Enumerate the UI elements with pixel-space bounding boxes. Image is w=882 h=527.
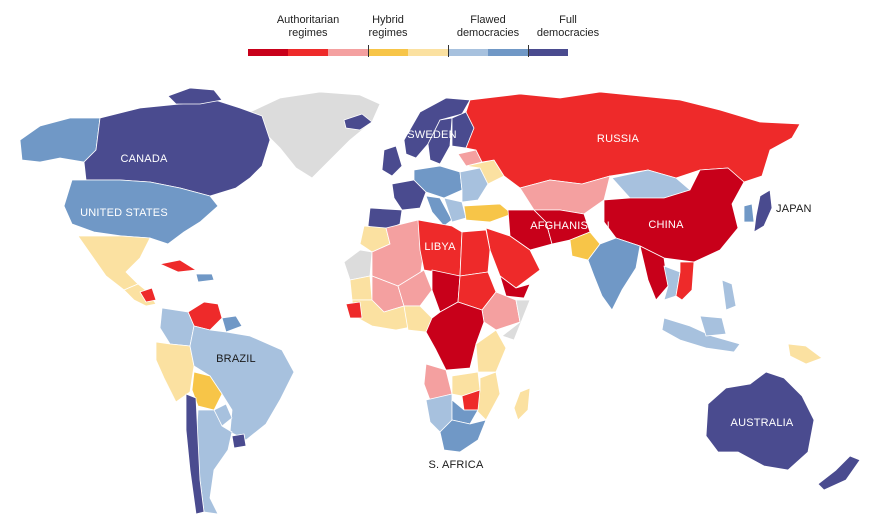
country-alaska — [19, 117, 101, 163]
legend-label-hybrid: Hybrid regimes — [368, 14, 408, 39]
legend-tick — [528, 45, 529, 57]
map-label-south-africa: S. AFRICA — [429, 459, 484, 471]
country-caribbean — [195, 273, 215, 283]
country-yemen — [499, 275, 531, 299]
country-south-korea — [743, 203, 755, 223]
map-label-brazil: BRAZIL — [216, 353, 256, 365]
country-myanmar — [639, 245, 669, 301]
country-indonesia — [661, 317, 741, 353]
country-mauritania — [349, 275, 373, 301]
country-peru — [155, 341, 195, 403]
legend-swatch — [288, 49, 328, 56]
country-sweden — [427, 117, 453, 165]
country-western-sahara — [343, 249, 373, 281]
map-label-sweden: SWEDEN — [407, 129, 456, 141]
map-label-canada: CANADA — [120, 153, 168, 165]
country-guinea — [345, 301, 363, 319]
country-east-africa — [475, 329, 507, 373]
country-egypt — [459, 229, 491, 277]
legend-swatch — [328, 49, 368, 56]
legend-swatch — [368, 49, 408, 56]
country-thailand — [663, 265, 681, 301]
country-somalia — [501, 299, 531, 341]
country-central-europe — [413, 165, 463, 199]
country-vietnam — [675, 261, 695, 301]
country-mexico — [77, 235, 151, 291]
country-niger — [397, 269, 433, 307]
legend-swatch — [488, 49, 528, 56]
country-botswana — [451, 399, 479, 425]
map-label-japan: JAPAN — [776, 203, 812, 215]
country-nicaragua — [139, 287, 157, 303]
legend-swatch — [248, 49, 288, 56]
country-south-africa — [439, 419, 487, 453]
map-label-australia: AUSTRALIA — [731, 417, 794, 429]
country-greenland — [249, 91, 381, 179]
country-guianas — [221, 315, 243, 333]
country-central-africa — [425, 301, 485, 371]
map-label-russia: RUSSIA — [597, 133, 640, 145]
country-italy — [425, 195, 453, 227]
country-japan — [753, 189, 773, 233]
country-united-states — [63, 179, 219, 245]
country-chile — [185, 393, 205, 515]
legend-swatch — [408, 49, 448, 56]
country-philippines — [721, 279, 737, 311]
legend-tick — [448, 45, 449, 57]
country-iceland — [343, 113, 373, 131]
country-cuba — [159, 259, 197, 273]
legend-tick — [368, 45, 369, 57]
country-uk — [381, 145, 403, 177]
map-label-united-states: UNITED STATES — [80, 207, 168, 219]
legend-swatch — [448, 49, 488, 56]
country-norway — [403, 97, 471, 159]
country-arabia — [485, 227, 541, 289]
country-turkey — [463, 203, 513, 223]
country-india — [587, 237, 641, 311]
map-label-libya: LIBYA — [424, 241, 456, 253]
country-canada-islands — [167, 87, 223, 105]
country-new-zealand — [817, 455, 861, 491]
country-colombia — [159, 307, 195, 347]
map-label-afghanistan: AFGHANISTAN — [530, 220, 610, 232]
map-label-china: CHINA — [648, 219, 684, 231]
country-papua-new-guinea — [787, 343, 823, 365]
legend-color-bar — [248, 49, 568, 56]
country-uruguay — [231, 433, 247, 449]
legend-label-full: Full democracies — [536, 14, 600, 39]
legend: Authoritarian regimes Hybrid regimes Fla… — [248, 14, 610, 58]
country-australia — [705, 371, 815, 471]
country-borneo — [699, 315, 727, 337]
country-madagascar — [513, 387, 531, 421]
legend-label-flawed: Flawed democracies — [456, 14, 520, 39]
legend-label-authoritarian: Authoritarian regimes — [276, 14, 340, 39]
legend-swatch — [528, 49, 568, 56]
